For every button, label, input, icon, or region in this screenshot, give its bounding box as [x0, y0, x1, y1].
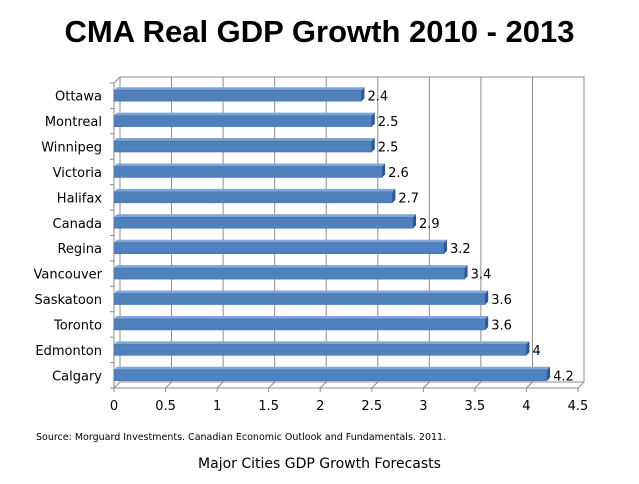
bar-top-montreal [114, 112, 375, 116]
bar-vancouver [113, 267, 465, 280]
source-note: Source: Morguard Investments. Canadian E… [36, 432, 447, 443]
x-tick-label: 3 [419, 399, 427, 414]
category-label: Toronto [53, 318, 102, 333]
category-label: Victoria [53, 166, 102, 181]
x-tick-label: 4.5 [568, 399, 589, 414]
x-tick-label: 4 [522, 399, 530, 414]
x-tick-label: 1 [213, 399, 221, 414]
bar-top-calgary [114, 366, 551, 370]
chart-subtitle: Major Cities GDP Growth Forecasts [198, 456, 441, 472]
plot-frame-corner [113, 76, 121, 84]
category-label: Edmonton [35, 344, 102, 359]
bar-regina [113, 242, 445, 254]
gridline-floor [577, 381, 585, 389]
bar-top-regina [114, 239, 447, 243]
gridline-floor [371, 381, 379, 389]
bar-top-winnipeg [114, 138, 375, 142]
bar-top-canada [114, 214, 417, 218]
data-label: 4.2 [553, 369, 574, 384]
bar-end-winnipeg [371, 138, 375, 153]
data-label: 2.4 [367, 90, 388, 105]
gridline-floor [526, 381, 533, 389]
bar-winnipeg [113, 140, 373, 153]
gridline-floor [319, 381, 327, 389]
bar-end-saskatoon [485, 290, 489, 305]
x-tick-label: 3.5 [465, 399, 486, 414]
data-label: 3.6 [491, 293, 512, 308]
bar-edmonton [113, 344, 527, 356]
bar-end-toronto [485, 315, 489, 330]
chart-title: CMA Real GDP Growth 2010 - 2013 [64, 14, 575, 49]
bar-end-canada [413, 214, 417, 229]
bar-montreal [113, 115, 373, 127]
gridline-floor [268, 381, 276, 389]
bar-top-toronto [114, 315, 489, 319]
data-label: 2.9 [419, 217, 440, 232]
plot-frame [113, 76, 585, 389]
bar-end-calgary [547, 366, 551, 381]
bar-halifax [113, 191, 393, 204]
bar-end-halifax [392, 188, 396, 203]
bar-end-ottawa [361, 87, 365, 102]
gridline-floor [474, 381, 482, 389]
data-label: 2.7 [398, 191, 419, 206]
data-label: 2.5 [378, 141, 399, 156]
gridline-floor [422, 381, 430, 389]
category-label: Calgary [52, 369, 102, 384]
bar-top-edmonton [114, 341, 530, 345]
bar-top-ottawa [114, 87, 365, 91]
data-label: 2.5 [378, 115, 399, 130]
bar-end-vancouver [464, 265, 468, 280]
x-tick-label: 0.5 [155, 399, 176, 414]
bar-top-vancouver [114, 265, 468, 269]
gridline-floor [216, 381, 224, 389]
category-label: Montreal [45, 115, 102, 130]
data-label: 2.6 [388, 166, 409, 181]
x-tick-label: 1.5 [258, 399, 279, 414]
bar-end-montreal [371, 112, 375, 127]
gridline-floor [165, 381, 172, 389]
x-tick-label: 2.5 [361, 399, 382, 414]
category-label: Ottawa [55, 90, 102, 105]
bar-top-saskatoon [114, 290, 489, 294]
bar-toronto [113, 318, 486, 331]
category-label: Vancouver [34, 268, 103, 283]
category-label: Saskatoon [34, 293, 102, 308]
bar-calgary [113, 369, 548, 382]
data-label: 3.6 [491, 318, 512, 333]
bar-top-victoria [114, 163, 386, 167]
bar-victoria [113, 166, 383, 178]
data-label: 3.2 [450, 242, 471, 257]
x-tick-label: 0 [110, 399, 118, 414]
category-label: Regina [57, 242, 102, 257]
bar-chart: 0 0.5 1 1.5 2 2.5 3 3.5 4 4.5 Ottawa 2.4 Montreal 2.5… [34, 76, 589, 414]
bar-saskatoon [113, 293, 486, 305]
bar-canada [113, 217, 414, 229]
bar-end-regina [443, 239, 447, 254]
bar-end-victoria [382, 163, 386, 178]
x-tick-label: 2 [316, 399, 324, 414]
data-label: 4 [532, 344, 540, 359]
data-label: 3.4 [471, 268, 492, 283]
bar-end-edmonton [526, 341, 530, 356]
bar-top-halifax [114, 188, 396, 192]
category-label: Halifax [57, 191, 103, 206]
category-label: Winnipeg [41, 141, 102, 156]
category-label: Canada [53, 217, 102, 232]
bar-ottawa [113, 89, 362, 102]
